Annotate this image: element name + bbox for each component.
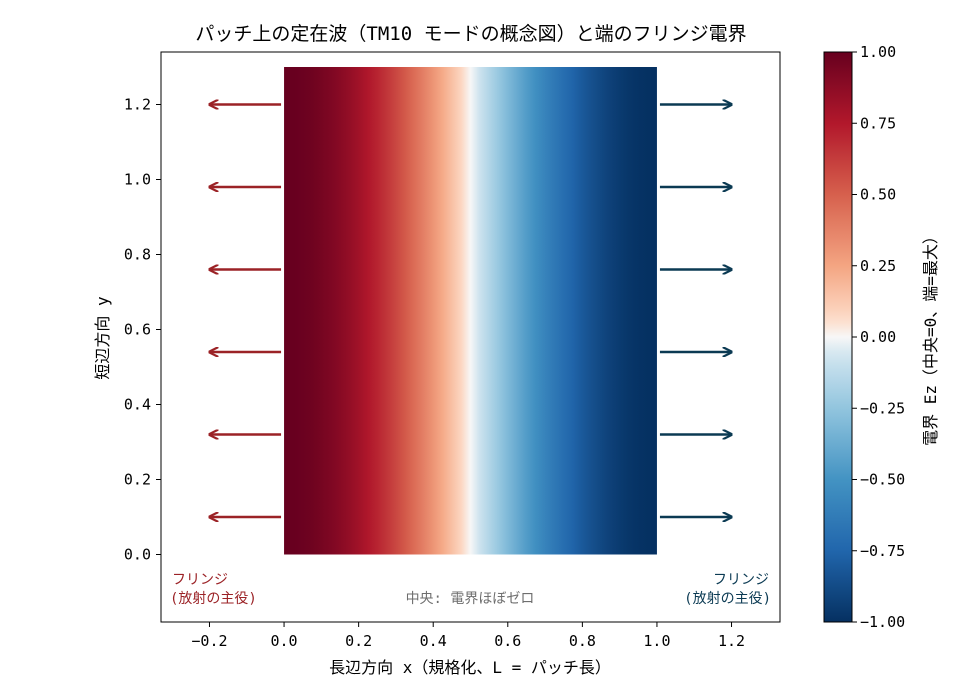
colorbar-tick-label: −0.75: [860, 542, 905, 560]
colorbar-ticks: 1.00 0.75 0.50 0.25 0.00 −0.25 −0.50 −0.75 −1.00: [852, 43, 905, 631]
left-annotation-line2: (放射の主役): [170, 591, 257, 607]
colorbar-tick-label: 1.00: [860, 43, 896, 61]
y-tick-label: 0.6: [124, 321, 151, 339]
colorbar: 1.00 0.75 0.50 0.25 0.00 −0.25 −0.50 −0.75 −1.00…: [823, 43, 940, 631]
colorbar-tick-label: 0.00: [860, 328, 896, 346]
x-tick-label: 0.4: [420, 632, 447, 650]
colorbar-tick-label: 0.50: [860, 186, 896, 204]
x-axis-ticks: −0.2 0.0 0.2 0.4 0.6 0.8 1.0 1.2: [191, 622, 745, 650]
y-tick-label: 1.0: [124, 171, 151, 189]
chart-title: パッチ上の定在波（TM10 モードの概念図）と端のフリンジ電界: [195, 22, 746, 45]
colorbar-tick-label: −1.00: [860, 613, 905, 631]
colorbar-label: 電界 Ez（中央=0、端=最大）: [921, 228, 940, 446]
y-axis-ticks: 0.0 0.2 0.4 0.6 0.8 1.0 1.2: [124, 96, 161, 564]
left-annotation-line1: フリンジ: [172, 572, 228, 588]
x-tick-label: 1.2: [718, 632, 745, 650]
colorbar-tick-label: −0.50: [860, 471, 905, 489]
x-tick-label: 0.8: [569, 632, 596, 650]
x-tick-label: 1.0: [643, 632, 670, 650]
colorbar-tick-label: 0.75: [860, 114, 896, 132]
patch-field-heatmap: [284, 67, 657, 555]
colorbar-gradient: [823, 51, 853, 623]
right-annotation-line1: フリンジ: [713, 572, 769, 588]
colorbar-tick-label: −0.25: [860, 399, 905, 417]
y-tick-label: 0.2: [124, 471, 151, 489]
left-fringe-arrows: [209, 105, 282, 518]
right-annotation-line2: (放射の主役): [684, 591, 771, 607]
center-annotation: 中央: 電界ほぼゼロ: [406, 591, 535, 607]
x-axis-label: 長辺方向 x（規格化、L = パッチ長）: [329, 658, 611, 677]
plot-area: フリンジ (放射の主役) フリンジ (放射の主役) 中央: 電界ほぼゼロ: [160, 51, 781, 623]
y-axis-label: 短辺方向 y: [93, 296, 112, 380]
y-tick-label: 0.0: [124, 546, 151, 564]
colorbar-tick-label: 0.25: [860, 257, 896, 275]
axes-frame: [160, 51, 781, 623]
x-tick-label: 0.0: [271, 632, 298, 650]
right-fringe-arrows: [659, 105, 732, 518]
y-tick-label: 0.8: [124, 246, 151, 264]
y-tick-label: 0.4: [124, 396, 151, 414]
x-tick-label: −0.2: [191, 632, 227, 650]
x-tick-label: 0.6: [494, 632, 521, 650]
y-tick-label: 1.2: [124, 96, 151, 114]
x-tick-label: 0.2: [345, 632, 372, 650]
